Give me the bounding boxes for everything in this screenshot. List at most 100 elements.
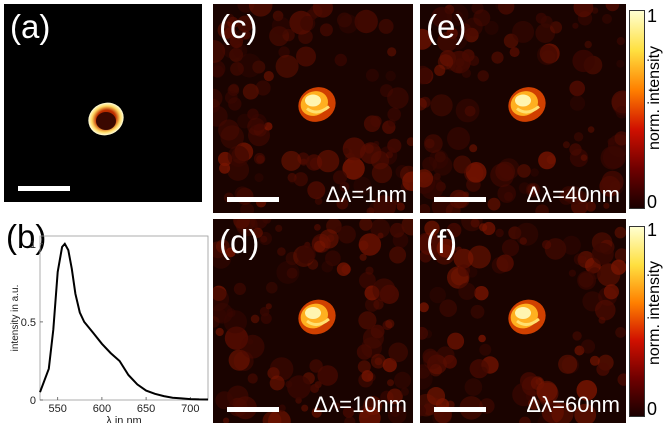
background-speckle [430, 94, 453, 117]
background-speckle [247, 338, 254, 345]
y-axis-label: intensity in a.u. [10, 285, 21, 352]
background-speckle [465, 162, 487, 183]
background-speckle [337, 225, 356, 244]
background-speckle [262, 411, 282, 423]
background-speckle [319, 229, 339, 249]
background-speckle [380, 84, 393, 98]
background-speckle [434, 64, 446, 76]
background-speckle [569, 80, 585, 97]
background-speckle [497, 184, 516, 203]
scale-bar [227, 197, 279, 202]
background-speckle [285, 251, 299, 266]
background-speckle [277, 247, 286, 256]
panel-label-d: (d) [219, 223, 260, 260]
background-speckle [616, 37, 625, 46]
background-speckle [448, 50, 471, 74]
background-speckle [469, 144, 478, 153]
background-speckle [310, 384, 320, 393]
background-speckle [402, 171, 413, 192]
background-speckle [365, 266, 374, 275]
background-speckle [436, 238, 456, 258]
background-speckle [585, 201, 596, 212]
background-speckle [564, 186, 583, 205]
background-speckle [536, 380, 558, 402]
background-speckle [223, 417, 230, 423]
background-speckle [617, 373, 626, 386]
background-speckle [470, 219, 480, 228]
background-speckle [504, 191, 513, 201]
background-speckle [603, 202, 610, 209]
background-speckle [213, 60, 226, 78]
background-speckle [358, 407, 381, 423]
background-speckle [388, 342, 408, 363]
background-speckle [572, 331, 582, 341]
background-speckle [387, 87, 409, 109]
colorbar-label: norm. intensity [646, 45, 663, 150]
background-speckle [464, 378, 483, 396]
background-speckle [335, 226, 342, 233]
background-speckle [517, 164, 531, 178]
background-speckle [387, 388, 403, 405]
background-speckle [382, 320, 393, 331]
background-speckle [370, 219, 390, 239]
background-speckle [519, 237, 527, 245]
background-speckle [333, 402, 341, 410]
background-speckle [473, 9, 491, 27]
background-speckle [562, 141, 570, 149]
background-speckle [420, 97, 427, 111]
panel-f: (f) Δλ=60nm [420, 219, 626, 423]
background-speckle [577, 270, 597, 290]
background-speckle [338, 14, 358, 34]
background-speckle [213, 98, 221, 113]
background-speckle [215, 327, 224, 337]
background-speckle [512, 20, 535, 43]
panel-label-f: (f) [426, 223, 458, 260]
background-speckle [615, 327, 626, 338]
x-tick-label: 650 [137, 403, 155, 415]
background-speckle [341, 264, 352, 275]
background-speckle [614, 226, 626, 239]
background-speckle [287, 172, 297, 183]
cell-particle [298, 87, 336, 122]
background-speckle [378, 146, 398, 166]
background-speckle [431, 6, 453, 28]
background-speckle [254, 173, 264, 183]
background-speckle [614, 248, 626, 263]
background-speckle [227, 145, 250, 167]
background-speckle [264, 122, 273, 131]
background-speckle [541, 401, 564, 423]
background-speckle [389, 222, 405, 238]
cell-core [96, 112, 116, 130]
background-speckle [540, 15, 553, 28]
colorbar-max-tick: 1 [647, 220, 658, 240]
background-speckle [568, 269, 576, 277]
background-speckle [250, 314, 260, 324]
panel-f-image [420, 219, 626, 423]
scale-bar [434, 197, 486, 202]
background-speckle [615, 106, 626, 119]
background-speckle [288, 176, 297, 184]
background-speckle [551, 402, 574, 423]
background-speckle [281, 150, 302, 171]
background-speckle [286, 267, 298, 279]
background-speckle [528, 398, 540, 410]
background-speckle [343, 148, 350, 155]
background-speckle [371, 162, 393, 184]
background-speckle [420, 96, 431, 108]
x-tick-label: 600 [93, 403, 111, 415]
background-speckle [227, 16, 239, 29]
background-speckle [252, 227, 263, 238]
background-speckle [213, 88, 223, 108]
background-speckle [572, 49, 595, 73]
background-speckle [574, 403, 597, 423]
background-speckle [574, 345, 585, 356]
background-speckle [234, 219, 255, 233]
background-speckle [479, 223, 488, 232]
background-speckle [237, 53, 262, 78]
background-speckle [446, 4, 469, 26]
panel-e: (e) Δλ=40nm [420, 4, 626, 213]
background-speckle [394, 199, 401, 206]
background-speckle [580, 339, 596, 354]
plot-frame [39, 235, 209, 401]
background-speckle [275, 54, 299, 78]
